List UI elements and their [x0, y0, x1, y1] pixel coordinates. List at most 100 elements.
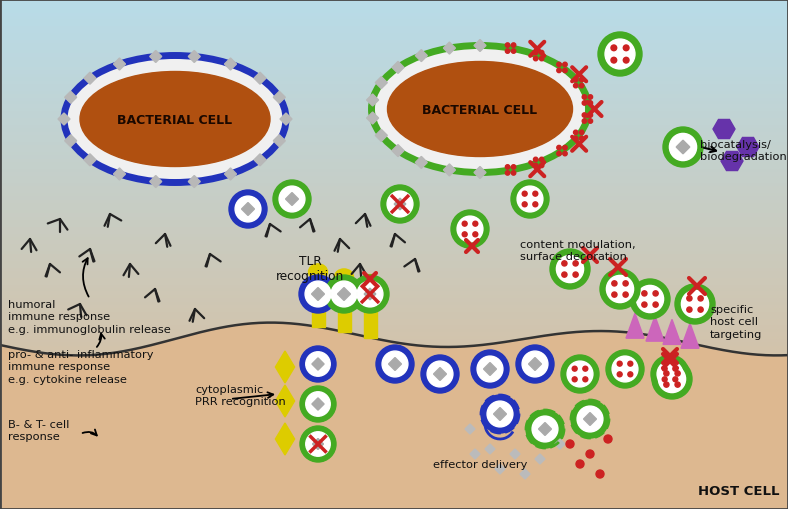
- Polygon shape: [485, 444, 495, 454]
- Bar: [338, 277, 351, 332]
- Circle shape: [582, 120, 586, 124]
- Circle shape: [526, 410, 564, 448]
- Circle shape: [623, 46, 629, 51]
- Polygon shape: [538, 422, 552, 436]
- Text: TLR
recognition: TLR recognition: [276, 254, 344, 282]
- Polygon shape: [555, 439, 565, 449]
- Circle shape: [473, 233, 478, 237]
- Circle shape: [235, 196, 261, 222]
- Circle shape: [557, 146, 561, 151]
- Circle shape: [511, 50, 516, 54]
- Circle shape: [387, 192, 413, 217]
- Circle shape: [612, 356, 638, 382]
- Polygon shape: [415, 157, 427, 169]
- Polygon shape: [150, 51, 162, 63]
- Circle shape: [572, 366, 577, 372]
- Circle shape: [577, 406, 603, 432]
- Circle shape: [573, 272, 578, 277]
- Polygon shape: [433, 368, 447, 381]
- Polygon shape: [529, 358, 541, 371]
- Circle shape: [381, 186, 419, 223]
- Ellipse shape: [371, 46, 589, 173]
- Polygon shape: [275, 385, 295, 417]
- Circle shape: [588, 102, 593, 106]
- Circle shape: [663, 371, 669, 376]
- Polygon shape: [444, 164, 455, 177]
- Circle shape: [662, 377, 667, 382]
- Circle shape: [652, 359, 692, 399]
- Polygon shape: [415, 50, 427, 63]
- Circle shape: [463, 233, 467, 237]
- Circle shape: [511, 165, 516, 170]
- Circle shape: [325, 275, 363, 314]
- Polygon shape: [84, 155, 96, 166]
- Polygon shape: [737, 138, 759, 157]
- Circle shape: [562, 261, 567, 267]
- Circle shape: [673, 377, 678, 382]
- Circle shape: [576, 460, 584, 468]
- Circle shape: [623, 281, 628, 287]
- Polygon shape: [394, 199, 406, 210]
- Circle shape: [532, 416, 558, 442]
- Polygon shape: [713, 120, 735, 139]
- Circle shape: [662, 366, 667, 372]
- Polygon shape: [285, 193, 299, 206]
- Polygon shape: [681, 324, 699, 349]
- Polygon shape: [225, 59, 236, 71]
- Text: B- & T- cell
response: B- & T- cell response: [8, 419, 69, 441]
- Circle shape: [675, 371, 680, 376]
- Circle shape: [606, 350, 644, 388]
- Text: BACTERIAL CELL: BACTERIAL CELL: [117, 114, 232, 126]
- Circle shape: [300, 386, 336, 422]
- Circle shape: [600, 269, 640, 309]
- Circle shape: [533, 192, 537, 197]
- Polygon shape: [721, 152, 743, 171]
- Circle shape: [574, 131, 578, 135]
- Circle shape: [522, 351, 548, 377]
- Circle shape: [617, 372, 623, 377]
- Polygon shape: [495, 464, 505, 474]
- Ellipse shape: [80, 72, 270, 167]
- Polygon shape: [312, 398, 324, 410]
- Circle shape: [698, 296, 703, 301]
- Polygon shape: [663, 320, 681, 345]
- Circle shape: [659, 365, 686, 393]
- Circle shape: [305, 281, 331, 307]
- Circle shape: [579, 137, 584, 142]
- Circle shape: [376, 345, 414, 383]
- Circle shape: [511, 181, 549, 218]
- Circle shape: [567, 361, 593, 387]
- Text: effector delivery: effector delivery: [433, 459, 527, 469]
- Polygon shape: [254, 155, 266, 166]
- Circle shape: [557, 69, 561, 73]
- Polygon shape: [312, 358, 324, 371]
- Circle shape: [533, 51, 538, 55]
- Circle shape: [579, 78, 584, 82]
- Circle shape: [457, 217, 483, 242]
- Polygon shape: [375, 77, 388, 90]
- Circle shape: [299, 275, 337, 314]
- Polygon shape: [474, 167, 486, 179]
- Circle shape: [382, 351, 408, 377]
- Ellipse shape: [388, 63, 573, 157]
- Circle shape: [588, 120, 593, 124]
- Circle shape: [533, 158, 538, 162]
- Circle shape: [451, 211, 489, 248]
- Circle shape: [481, 395, 519, 433]
- Circle shape: [505, 44, 510, 48]
- Polygon shape: [444, 43, 455, 55]
- Circle shape: [641, 302, 647, 307]
- Circle shape: [306, 432, 330, 457]
- Polygon shape: [280, 114, 292, 126]
- Circle shape: [579, 131, 584, 135]
- Polygon shape: [392, 62, 404, 74]
- Circle shape: [421, 355, 459, 393]
- Circle shape: [533, 164, 538, 168]
- Polygon shape: [676, 141, 690, 155]
- Circle shape: [675, 285, 715, 324]
- Polygon shape: [388, 358, 401, 371]
- Circle shape: [628, 372, 633, 377]
- Circle shape: [562, 272, 567, 277]
- Text: HOST CELL: HOST CELL: [698, 484, 780, 497]
- Polygon shape: [366, 95, 378, 107]
